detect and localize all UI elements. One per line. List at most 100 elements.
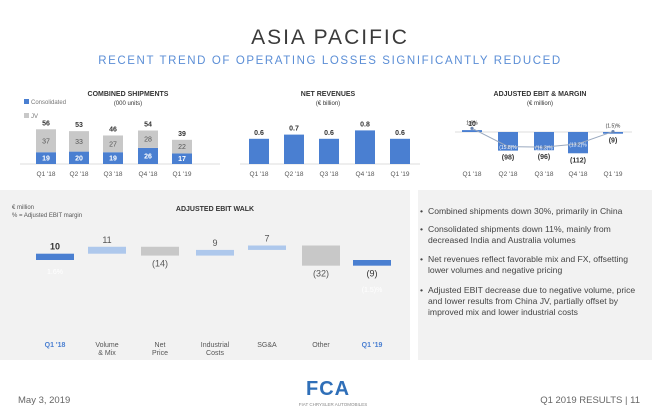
revenues-bar (319, 138, 339, 164)
shipments-bar-consolidated (172, 153, 192, 164)
ebit-x-tick: Q2 '18 (499, 171, 518, 178)
shipments-bar-jv (69, 131, 89, 152)
walk-bar (141, 246, 179, 256)
ebit-value-label: 10 (468, 121, 476, 128)
walk-value-label: 7 (264, 234, 269, 244)
walk-x-tick: Q1 '18 (45, 342, 66, 349)
revenues-x-tick: Q2 '18 (285, 171, 304, 178)
shipments-bar-consolidated (103, 152, 123, 164)
ebit-x-tick: Q1 '18 (463, 171, 482, 178)
walk-margin-tag-start: 1.6% (47, 269, 63, 276)
shipments-x-tick: Q3 '18 (104, 171, 123, 178)
footer-date: May 3, 2019 (18, 395, 71, 406)
revenues-x-tick: Q3 '18 (320, 171, 339, 178)
ebit-margin-point (611, 129, 615, 134)
revenues-subtitle: (€ billion) (316, 101, 340, 107)
walk-x-tick: Volume (95, 342, 118, 349)
walk-bar (36, 253, 74, 260)
shipments-label-consolidated: 26 (144, 153, 152, 160)
ebit-title: ADJUSTED EBIT & MARGIN (494, 91, 587, 98)
bullet-ebit: Adjusted EBIT decrease due to negative v… (420, 285, 643, 318)
ebit-bar (498, 132, 518, 151)
revenues-value-label: 0.6 (254, 130, 264, 137)
shipments-bar-consolidated (36, 152, 56, 164)
walk-x-tick: Net (155, 342, 166, 349)
ebit-x-tick: Q3 '18 (535, 171, 554, 178)
page-subtitle: RECENT TREND OF OPERATING LOSSES SIGNIFI… (98, 55, 562, 67)
shipments-label-consolidated: 19 (42, 156, 50, 163)
walk-margin-tag-end: (1.5)% (362, 287, 383, 294)
bullet-consolidated: Consolidated shipments down 11%, mainly … (420, 224, 643, 246)
ebit-margin-point (470, 126, 474, 130)
walk-bar (248, 245, 286, 250)
revenues-x-tick: Q1 '19 (391, 171, 410, 178)
ebit-margin-point (576, 142, 580, 146)
shipments-label-consolidated: 19 (109, 156, 117, 163)
bullet-revenues: Net revenues reflect favorable mix and F… (420, 254, 643, 276)
revenues-bar (390, 138, 410, 164)
walk-value-label: 10 (50, 242, 60, 252)
ebit-walk-panel (0, 190, 410, 360)
ebit-value-label: (9) (609, 138, 618, 145)
revenues-bar (355, 130, 375, 164)
shipments-total-label: 53 (75, 122, 83, 129)
shipments-x-tick: Q2 '18 (70, 171, 89, 178)
revenues-bar (249, 138, 269, 164)
shipments-total-label: 54 (144, 122, 152, 129)
revenues-x-tick: Q1 '18 (250, 171, 269, 178)
ebit-margin-label: (16.3)% (535, 146, 553, 152)
walk-margin-note: % = Adjusted EBIT margin (12, 213, 82, 219)
shipments-total-label: 39 (178, 131, 186, 138)
ebit-margin-label: 1.6% (466, 120, 478, 126)
ebit-margin-point (542, 145, 546, 149)
revenues-value-label: 0.6 (324, 130, 334, 137)
revenues-x-tick: Q4 '18 (356, 171, 375, 178)
shipments-x-tick: Q1 '19 (173, 171, 192, 178)
ebit-bar (534, 132, 554, 151)
shipments-x-tick: Q1 '18 (37, 171, 56, 178)
walk-title: ADJUSTED EBIT WALK (176, 206, 254, 213)
ebit-margin-label: (15.8)% (499, 145, 517, 151)
shipments-bar-jv (138, 130, 158, 148)
shipments-title: COMBINED SHIPMENTS (88, 91, 169, 98)
shipments-label-consolidated: 20 (75, 155, 83, 162)
revenues-title: NET REVENUES (301, 91, 356, 98)
shipments-label-jv: 37 (42, 138, 50, 145)
shipments-label-jv: 33 (75, 139, 83, 146)
walk-x-tick: Costs (206, 350, 224, 357)
walk-bar (88, 246, 126, 254)
revenues-bar (284, 134, 304, 164)
fca-logo-subtitle: FIAT CHRYSLER AUTOMOBILES (298, 402, 368, 407)
ebit-value-label: (96) (538, 154, 550, 161)
shipments-bar-jv (103, 135, 123, 153)
ebit-bar (462, 130, 482, 132)
revenues-value-label: 0.6 (395, 130, 405, 137)
ebit-value-label: (98) (502, 155, 514, 162)
shipments-bar-jv (36, 129, 56, 153)
walk-bar (353, 260, 391, 266)
shipments-label-jv: 22 (178, 144, 186, 151)
bullet-shipments: Combined shipments down 30%, primarily i… (420, 206, 643, 217)
walk-bar (302, 245, 340, 266)
shipments-bar-consolidated (138, 147, 158, 164)
walk-x-tick: Price (152, 350, 168, 357)
shipments-subtitle: (000 units) (114, 101, 142, 107)
legend-label-jv: JV (31, 114, 38, 120)
revenues-value-label: 0.8 (360, 121, 370, 128)
shipments-total-label: 46 (109, 126, 117, 133)
walk-x-tick: SG&A (257, 342, 277, 349)
walk-bar (196, 249, 234, 256)
ebit-x-tick: Q1 '19 (604, 171, 623, 178)
walk-unit-note: € million (12, 205, 34, 211)
shipments-total-label: 56 (42, 120, 50, 127)
shipments-label-jv: 28 (144, 137, 152, 144)
page-title: ASIA PACIFIC (251, 26, 409, 49)
shipments-bar-jv (172, 139, 192, 154)
legend-label-consolidated: Consolidated (31, 100, 66, 106)
legend-swatch-jv (24, 113, 29, 118)
shipments-label-consolidated: 17 (178, 156, 186, 163)
walk-value-label: (9) (367, 269, 378, 279)
walk-x-tick: & Mix (98, 350, 116, 357)
shipments-x-tick: Q4 '18 (139, 171, 158, 178)
